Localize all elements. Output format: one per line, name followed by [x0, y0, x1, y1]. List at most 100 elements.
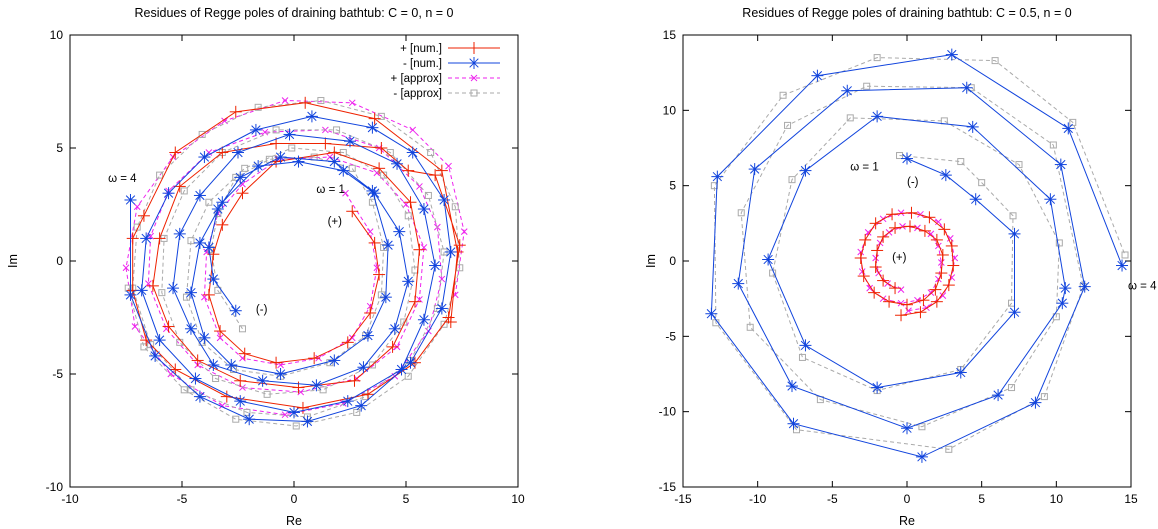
data-point — [137, 209, 150, 222]
data-point — [140, 343, 148, 351]
y-tick-label: 0 — [669, 254, 676, 268]
y-tick-label: -5 — [665, 329, 676, 343]
data-point — [858, 268, 866, 275]
data-point — [229, 304, 242, 317]
data-point — [877, 230, 890, 243]
data-point — [202, 241, 215, 254]
data-point — [787, 417, 800, 430]
data-point — [883, 295, 896, 308]
data-point — [889, 282, 902, 295]
data-point — [991, 57, 999, 65]
data-point — [241, 164, 249, 172]
data-point — [788, 176, 796, 184]
data-point — [382, 239, 395, 252]
chart-left-annotations: ω = 4 ω = 1 (+) (-) — [108, 173, 345, 316]
x-tick-label: -10 — [749, 492, 767, 506]
data-point — [846, 114, 854, 122]
data-point — [1056, 297, 1069, 310]
y-tick-label: 5 — [56, 141, 63, 155]
chart-right-annotations: ω = 1 (-) (+) ω = 4 — [850, 162, 1157, 293]
data-point — [404, 372, 412, 380]
legend-label: - [approx] — [393, 88, 442, 100]
data-point — [937, 259, 945, 266]
data-point — [705, 307, 718, 320]
data-point — [404, 196, 417, 209]
data-point — [404, 356, 417, 369]
data-point — [960, 81, 973, 94]
chart-right-title: Residues of Regge poles of draining bath… — [742, 6, 1071, 20]
data-point — [305, 110, 318, 123]
data-point — [377, 112, 385, 120]
data-point — [460, 228, 468, 235]
data-point — [799, 339, 812, 352]
x-tick-label: 15 — [1124, 492, 1138, 506]
data-point — [184, 286, 197, 299]
series-line — [132, 102, 461, 409]
chart-right: Residues of Regge poles of draining bath… — [644, 6, 1157, 528]
data-point — [341, 395, 354, 408]
data-point — [124, 288, 137, 301]
data-point — [873, 54, 881, 62]
chart-right-series — [705, 48, 1129, 463]
data-point — [243, 408, 251, 416]
data-point — [417, 313, 430, 326]
data-point — [301, 415, 314, 428]
data-point — [368, 112, 381, 125]
data-point — [905, 206, 918, 219]
annotation: (-) — [907, 177, 919, 189]
data-point — [140, 334, 153, 347]
chart-right-xlabel: Re — [899, 514, 915, 528]
data-point — [147, 341, 155, 349]
data-point — [946, 235, 954, 242]
annotation: (+) — [328, 216, 343, 228]
data-point — [901, 152, 913, 165]
data-point — [406, 146, 419, 159]
data-point — [288, 406, 300, 419]
data-point — [711, 170, 724, 183]
chart-left-legend: + [num.] - [num.] + [approx] - [approx] — [391, 42, 500, 100]
data-point — [348, 99, 356, 107]
data-point — [281, 97, 289, 104]
data-point — [896, 152, 904, 160]
data-point — [256, 374, 269, 387]
data-point — [180, 386, 188, 394]
data-point — [288, 144, 296, 152]
data-point — [966, 120, 979, 133]
data-point — [212, 375, 220, 383]
data-point — [202, 288, 215, 301]
data-point — [380, 243, 388, 251]
chart-right-ylabel: Im — [644, 254, 658, 268]
data-point — [252, 160, 265, 173]
x-tick-label: -5 — [827, 492, 838, 506]
data-point — [897, 209, 905, 217]
y-tick-label: -15 — [659, 480, 677, 494]
data-point — [146, 279, 159, 292]
data-point — [424, 191, 432, 199]
x-tick-label: -15 — [674, 492, 692, 506]
data-point — [328, 354, 341, 367]
data-point — [162, 320, 175, 333]
data-point — [1116, 259, 1129, 272]
data-point — [402, 164, 415, 177]
data-point — [122, 264, 130, 272]
data-point — [869, 261, 882, 274]
data-point — [799, 164, 812, 177]
data-point — [373, 162, 386, 175]
chart-right-plot-frame — [682, 34, 1132, 488]
data-point — [375, 142, 388, 154]
chart-left-series — [122, 96, 468, 430]
data-point — [957, 158, 965, 166]
data-point — [886, 208, 899, 221]
data-point — [299, 96, 312, 109]
data-point — [296, 401, 309, 414]
data-point — [395, 363, 408, 376]
data-point — [871, 381, 884, 394]
data-point — [417, 203, 430, 216]
data-point — [402, 275, 415, 288]
data-point — [133, 203, 141, 211]
data-point — [274, 151, 287, 164]
data-point — [1078, 280, 1091, 293]
data-point — [292, 422, 300, 430]
legend-label: - [num.] — [403, 58, 442, 70]
data-point — [779, 91, 787, 99]
